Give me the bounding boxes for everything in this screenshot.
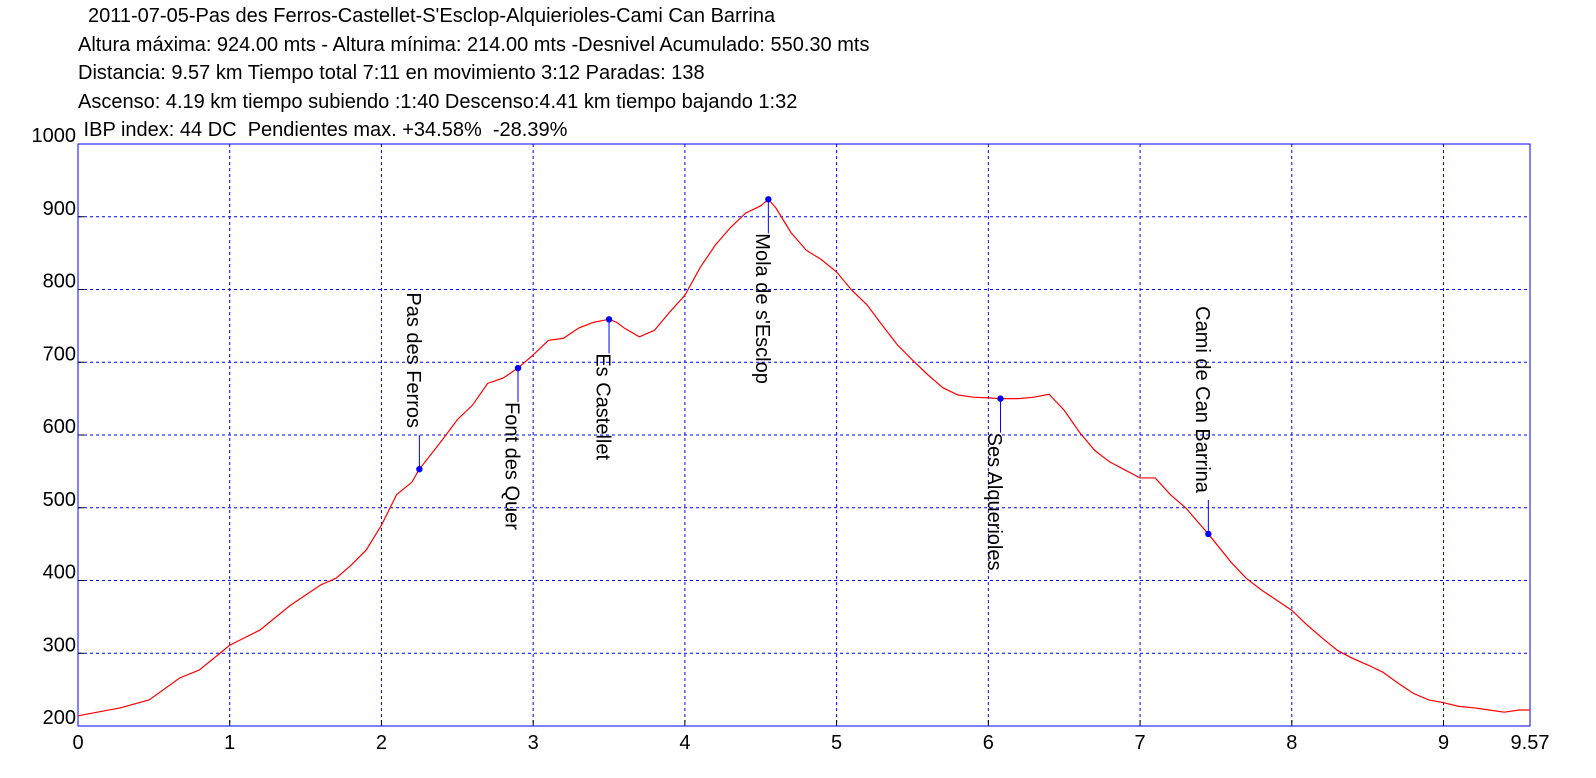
waypoint-marker [514, 364, 522, 372]
waypoint-marker [605, 316, 613, 323]
y-tick-label: 300 [43, 634, 76, 656]
y-tick-label: 800 [43, 271, 76, 293]
x-tick-label: 4 [679, 732, 690, 754]
chart-subtitle: IBP index: 44 DC Pendientes max. +34.58%… [78, 119, 568, 141]
y-tick-label: 1000 [32, 125, 77, 147]
y-tick-label: 600 [43, 416, 76, 438]
plot-frame [77, 143, 1531, 727]
x-tick-label: 7 [1135, 732, 1146, 754]
x-tick-label: 0 [72, 732, 83, 754]
chart-subtitle: Distancia: 9.57 km Tiempo total 7:11 en … [78, 62, 705, 84]
y-tick-label: 500 [43, 489, 76, 511]
waypoint-marker [997, 395, 1004, 402]
waypoint-marker [416, 465, 423, 473]
y-tick-label: 900 [43, 198, 76, 220]
waypoint-label: Ses Alquerioles [983, 433, 1005, 571]
waypoint-marker [1205, 530, 1212, 538]
waypoint-label: Es Castellet [591, 353, 613, 460]
waypoint-label: Cami de Can Barrina [1191, 306, 1213, 494]
x-tick-label: 2 [376, 732, 387, 754]
waypoint-label: Font des Quer [500, 402, 522, 530]
y-tick-label: 400 [43, 562, 76, 584]
chart-subtitle: Ascenso: 4.19 km tiempo subiendo :1:40 D… [78, 91, 797, 113]
x-tick-label: 9.57 [1511, 732, 1550, 754]
x-tick-label: 6 [983, 732, 994, 754]
chart-title: 2011-07-05-Pas des Ferros-Castellet-S'Es… [88, 5, 776, 27]
elevation-line [77, 198, 1530, 717]
x-tick-label: 3 [528, 732, 539, 754]
waypoint-marker [765, 196, 772, 203]
x-tick-label: 9 [1438, 732, 1449, 754]
y-tick-label: 700 [43, 343, 76, 365]
x-tick-label: 1 [224, 732, 235, 754]
x-tick-label: 8 [1286, 732, 1297, 754]
waypoint-label: Pas des Ferros [402, 292, 424, 428]
y-tick-label: 200 [43, 707, 76, 729]
chart-subtitle: Altura máxima: 924.00 mts - Altura mínim… [78, 34, 869, 56]
waypoint-label: Mola de s'Esclop [751, 233, 773, 384]
x-tick-label: 5 [831, 732, 842, 754]
